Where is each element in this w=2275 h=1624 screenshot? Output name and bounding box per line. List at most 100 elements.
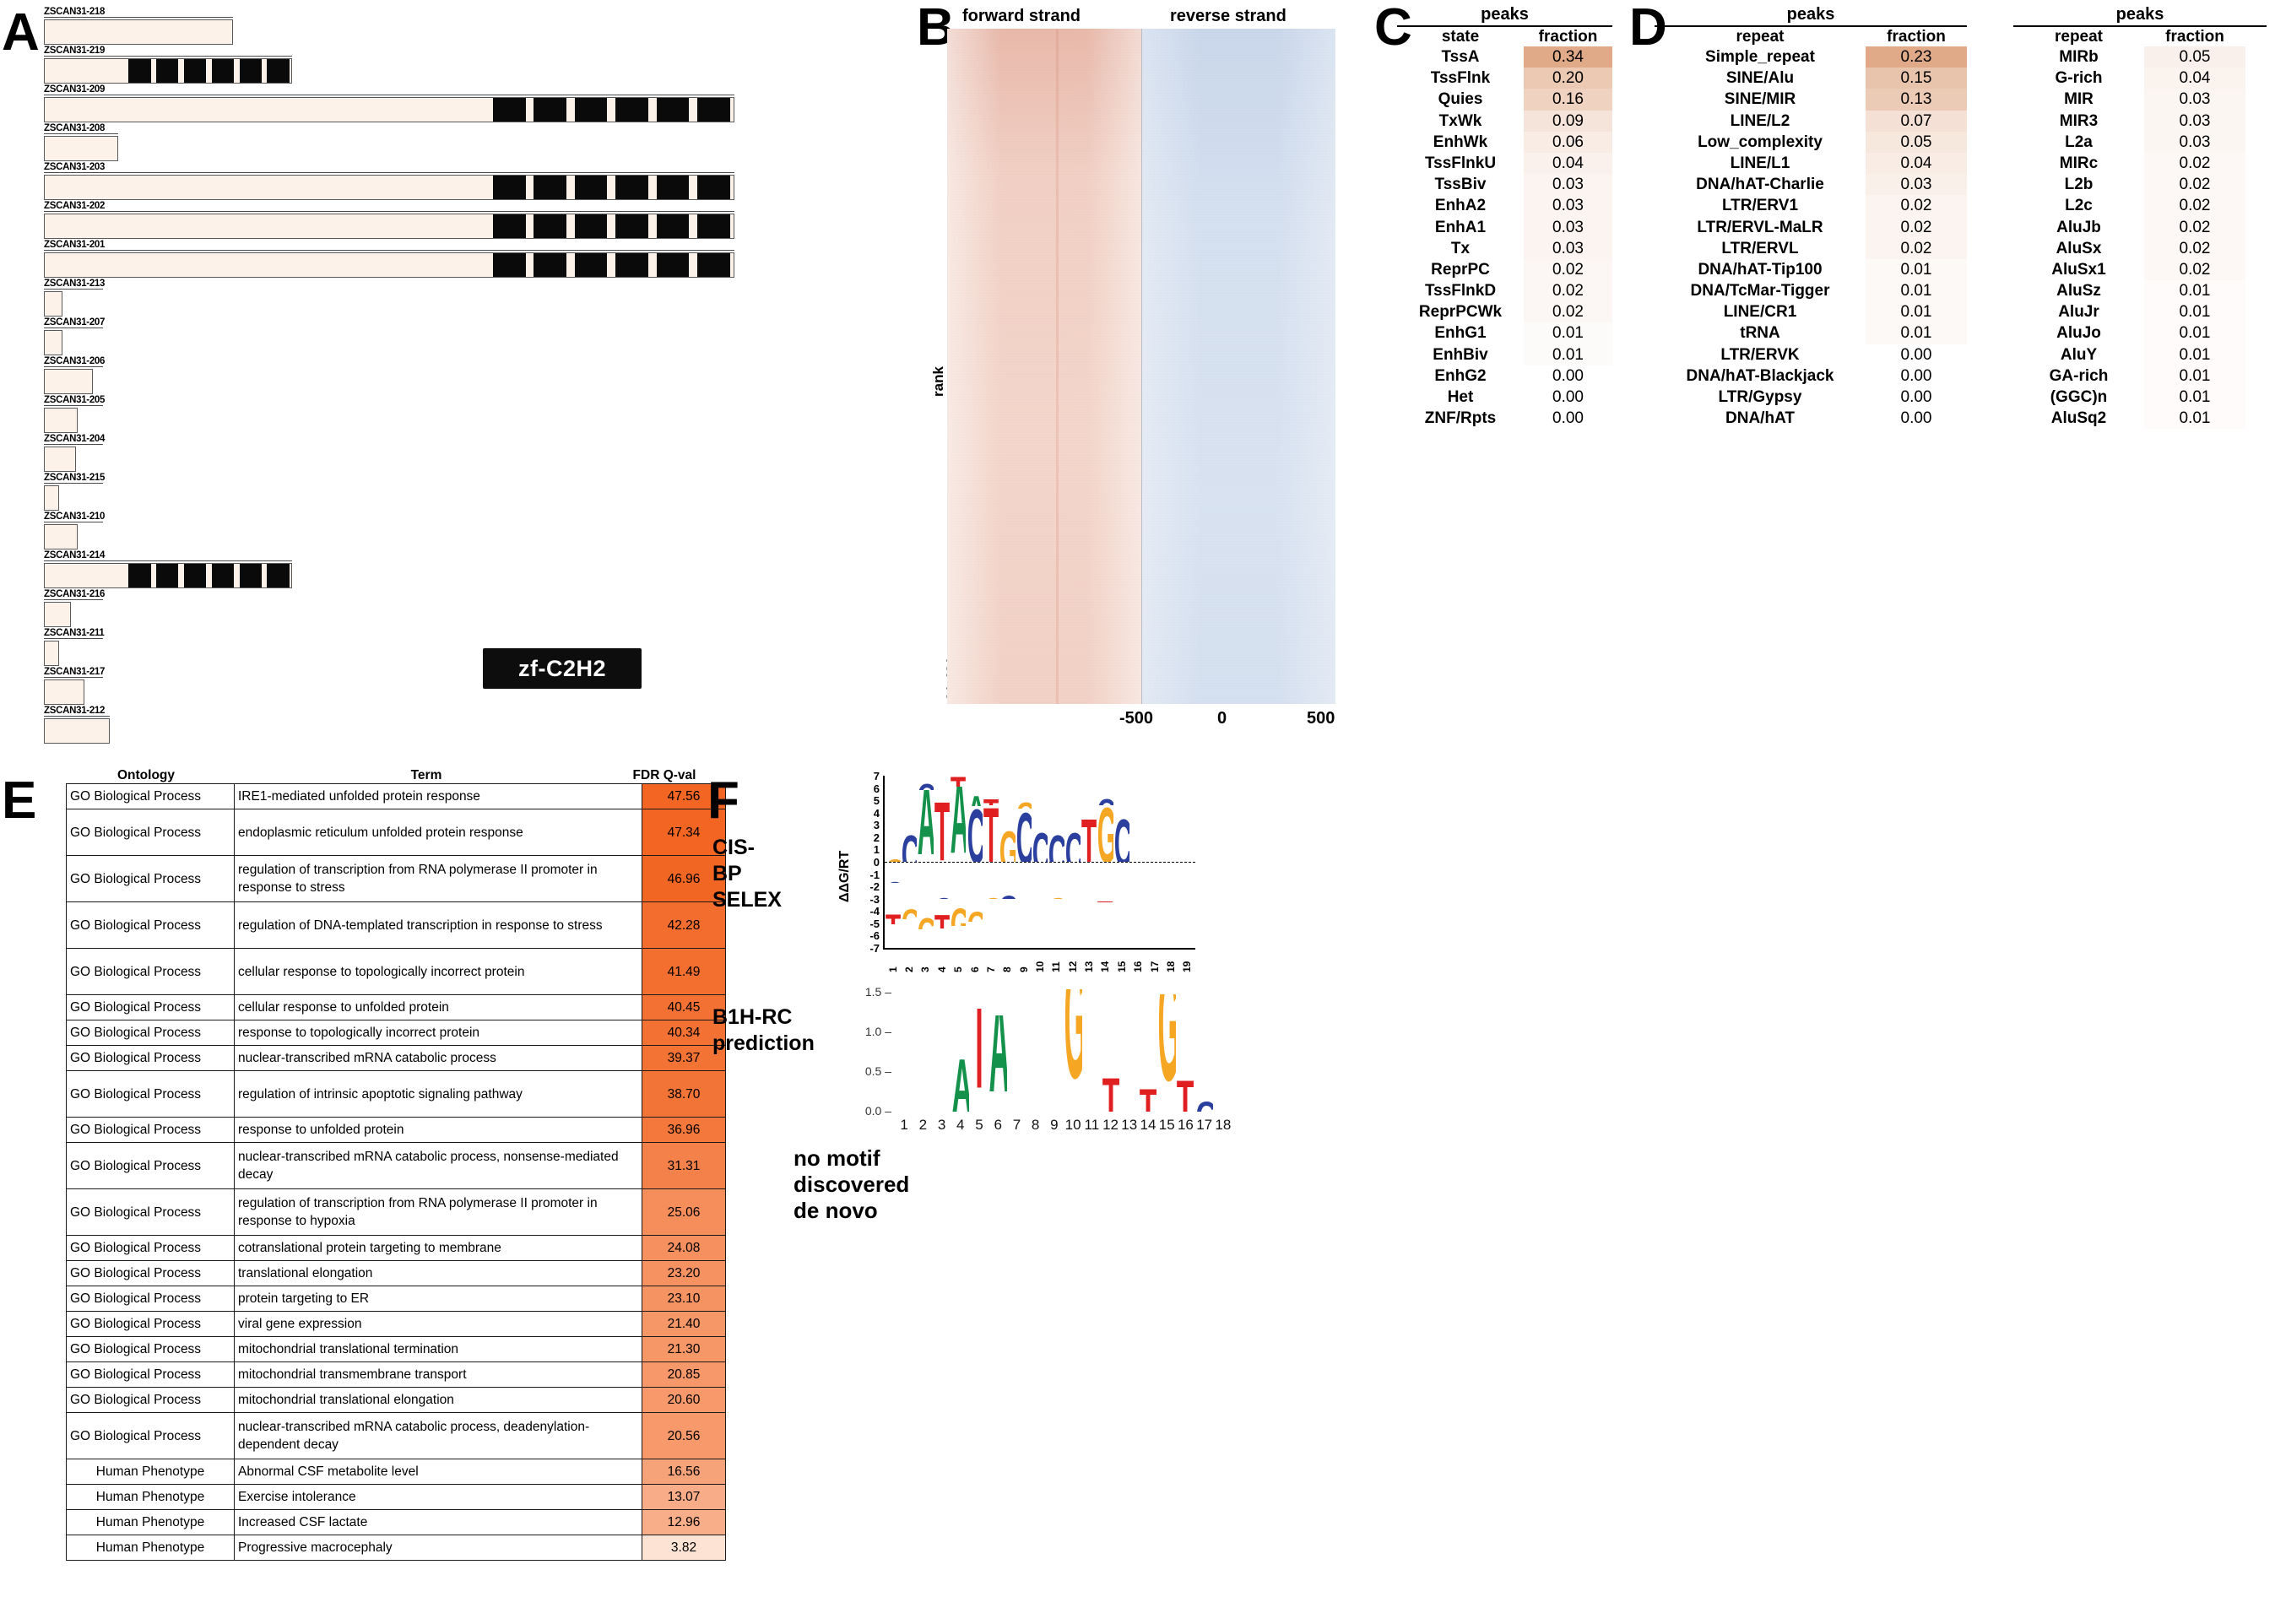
header-fdr: FDR Q-val [632,768,696,782]
cisbp-line1: CIS-BP [712,836,755,885]
table-row: LTR/ERVK 0.00 [1655,344,1967,365]
table-row: (GGC)n 0.01 [2013,387,2267,409]
logo-letter-t: T [1146,853,1162,862]
logo-letter-c: C [989,1002,1007,1006]
table-row: MIRb 0.05 [2013,46,2267,68]
position-label: 18 [1164,961,1177,972]
logo-letter-c: C [951,875,967,894]
table-row: L2a 0.03 [2013,131,2267,153]
logo-letter-t: T [1064,980,1082,983]
logo-letter-g: G [1120,1080,1138,1084]
ontology-cell: GO Biological Process [66,1235,235,1261]
logo-letter-c: C [1016,862,1032,869]
logo-letter-c: C [902,824,918,862]
logo-letter-c: C [918,766,934,790]
fdr-cell: 23.20 [642,1260,726,1286]
term-cell: mitochondrial transmembrane transport [234,1361,642,1388]
znf-domain-block [696,253,730,277]
forward-strand-heat [947,29,1141,704]
column-header-fraction: fraction [1887,28,1946,46]
term-cell: regulation of DNA-templated transcriptio… [234,901,642,949]
panel-letter-c: C [1374,0,1412,57]
term-cell: Progressive macrocephaly [234,1535,642,1561]
znf-domain-block [211,564,235,587]
row-fraction: 0.05 [2144,46,2245,68]
logo-letter-g: G [1045,1080,1063,1084]
row-label: LINE/L2 [1730,111,1790,130]
y-tick: -7 [869,942,880,955]
row-label: AluSx [2056,239,2102,257]
row-label: LTR/ERVL [1721,239,1799,257]
term-cell: cotranslational protein targeting to mem… [234,1235,642,1261]
logo-letter-t: T [934,899,950,928]
rank-axis-label: rank [930,366,946,397]
logo-letter-g: G [1163,867,1179,872]
logo-letter-g: G [1130,843,1146,862]
position-label: 18 [1215,1117,1232,1133]
logo-letter-a: A [1158,988,1176,994]
ontology-cell: GO Biological Process [66,1142,235,1189]
logo-letter-t: T [933,1107,951,1109]
row-label: EnhA1 [1434,218,1487,236]
logo-letter-t: T [1177,1070,1194,1112]
ontology-cell: GO Biological Process [66,1188,235,1236]
table-row: ReprPCWk 0.02 [1397,301,1612,323]
logo-letter-t: T [1032,816,1048,822]
column-header-fraction: fraction [1538,28,1598,46]
table-row: DNA/TcMar-Tigger 0.01 [1655,280,1967,302]
peaks-title: peaks [1397,5,1612,27]
term-cell: protein targeting to ER [234,1286,642,1312]
logo-letter-c: C [933,1106,951,1107]
znf-domain-block [534,98,567,122]
table-row: MIRc 0.02 [2013,152,2267,175]
logo-letter-c: C [1048,824,1064,862]
position-label: 8 [1001,966,1014,972]
isoform-bar [44,447,76,472]
ontology-cell: GO Biological Process [66,1070,235,1118]
table-row: AluJb 0.02 [2013,216,2267,238]
isoform-bar [44,136,118,161]
row-label: AluJb [2056,218,2101,236]
isoform-label: ZSCAN31-203 [44,162,734,173]
row-fraction: 0.07 [1866,110,1967,132]
isoform-bar [44,718,110,744]
logo-letter-a: A [918,790,934,862]
isoform-label: ZSCAN31-209 [44,84,734,95]
table-row: AluSz 0.01 [2013,280,2267,302]
logo-letter-c: C [1158,983,1176,988]
table-row: GO Biological Process cellular response t… [66,994,726,1020]
logo-letter-a: A [1081,862,1097,878]
term-cell: translational elongation [234,1260,642,1286]
panel-a-isoform-diagram: ZSCAN31-218 ZSCAN31-219 ZSCAN31-209 ZSCAN31… [0,0,760,760]
isoform-bar [44,369,93,394]
row-fraction: 0.02 [2144,174,2245,196]
table-row: GO Biological Process cellular response t… [66,948,726,995]
table-row: MIR3 0.03 [2013,110,2267,132]
panel-d-repeat-element-table: peaks repeat fraction MIRb 0.05 G-rich 0.04 MIR… [2013,5,2267,430]
table-row: SINE/MIR 0.13 [1655,89,1967,111]
x-tick-minus500: -500 [1119,709,1154,728]
term-cell: response to unfolded protein [234,1117,642,1143]
table-row: AluJr 0.01 [2013,301,2267,323]
znf-domain-block [615,253,648,277]
row-label: Low_complexity [1698,133,1823,151]
y-tick: 3 [873,819,880,832]
row-label: AluSq2 [2050,409,2107,428]
fdr-cell: 23.10 [642,1286,726,1312]
logo-letter-g: G [1158,994,1176,1112]
fdr-cell: 3.82 [642,1535,726,1561]
logo-letter-g: G [914,1108,932,1112]
go-table-header: Ontology Term FDR Q-val [66,768,704,783]
table-row: GO Biological Process regulation of trans… [66,855,726,902]
table-row: DNA/hAT-Tip100 0.01 [1655,258,1967,281]
b1h-logo: 1.5 –1.0 –0.5 –0.0 – TAGGTAATCACGTTACGAT… [836,985,1275,1145]
cisbp-selex-caption: CIS-BP SELEX [712,835,782,913]
term-cell: regulation of transcription from RNA pol… [234,1188,642,1236]
row-fraction: 0.02 [2144,195,2245,217]
logo-letter-g: G [1102,1052,1119,1069]
row-fraction: 0.06 [1524,131,1612,153]
znf-domain-block [267,59,290,83]
row-label: EnhG2 [1434,366,1487,385]
logo-letter-c: C [1140,1063,1157,1076]
table-row: Human Phenotype Abnormal CSF metabolite l… [66,1459,726,1485]
